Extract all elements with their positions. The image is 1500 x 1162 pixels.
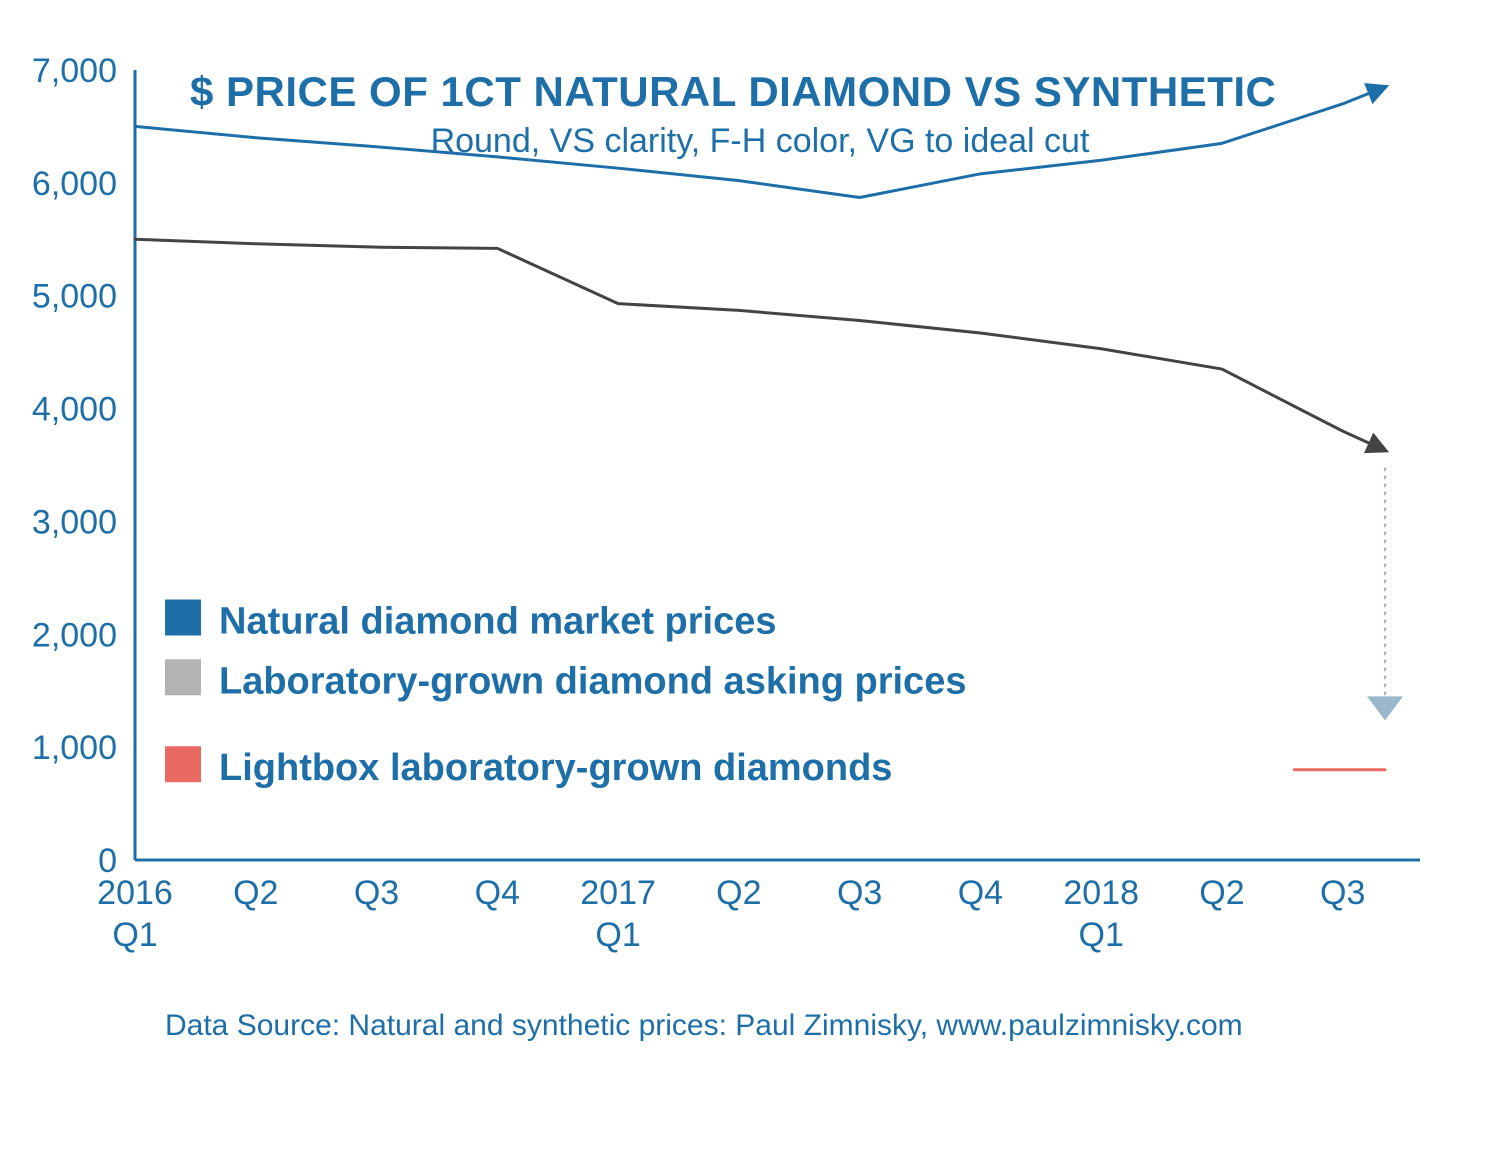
x-tick-label-line2: Q1 <box>112 916 157 954</box>
legend-label-natural: Natural diamond market prices <box>219 601 777 643</box>
x-tick-label-line1: 2017 <box>580 874 656 912</box>
chart-title: $ PRICE OF 1CT NATURAL DIAMOND VS SYNTHE… <box>190 68 1276 115</box>
drop-arrow-icon <box>1367 696 1403 720</box>
x-tick-label-line1: Q2 <box>1199 874 1244 912</box>
legend-label-lightbox: Lightbox laboratory-grown diamonds <box>219 747 892 789</box>
x-tick-label-line1: Q3 <box>837 874 882 912</box>
chart-subtitle: Round, VS clarity, F-H color, VG to idea… <box>431 122 1090 160</box>
series-labgrown <box>135 239 1385 450</box>
source-text: Data Source: Natural and synthetic price… <box>165 1009 1243 1042</box>
x-tick-label-line1: Q2 <box>233 874 278 912</box>
y-tick-label: 2,000 <box>32 616 117 654</box>
legend-label-labgrown: Laboratory-grown diamond asking prices <box>219 660 966 702</box>
y-tick-label: 6,000 <box>32 165 117 203</box>
y-tick-label: 1,000 <box>32 729 117 767</box>
x-tick-label-line1: Q2 <box>716 874 761 912</box>
x-tick-label-line1: Q3 <box>354 874 399 912</box>
x-tick-label-line2: Q1 <box>595 916 640 954</box>
y-tick-label: 4,000 <box>32 391 117 429</box>
x-tick-label-line1: Q4 <box>958 874 1003 912</box>
x-tick-label-line1: Q4 <box>475 874 520 912</box>
x-tick-label-line1: Q3 <box>1320 874 1365 912</box>
x-tick-label-line1: 2018 <box>1063 874 1139 912</box>
y-tick-label: 3,000 <box>32 503 117 541</box>
x-tick-label-line1: 2016 <box>97 874 173 912</box>
y-tick-label: 5,000 <box>32 278 117 316</box>
legend-swatch-natural <box>165 600 201 636</box>
legend-swatch-lightbox <box>165 746 201 782</box>
chart-container: $ PRICE OF 1CT NATURAL DIAMOND VS SYNTHE… <box>0 0 1500 1162</box>
x-tick-label-line2: Q1 <box>1079 916 1124 954</box>
y-tick-label: 7,000 <box>32 52 117 90</box>
legend-swatch-labgrown <box>165 659 201 695</box>
chart-svg: $ PRICE OF 1CT NATURAL DIAMOND VS SYNTHE… <box>0 0 1500 1162</box>
